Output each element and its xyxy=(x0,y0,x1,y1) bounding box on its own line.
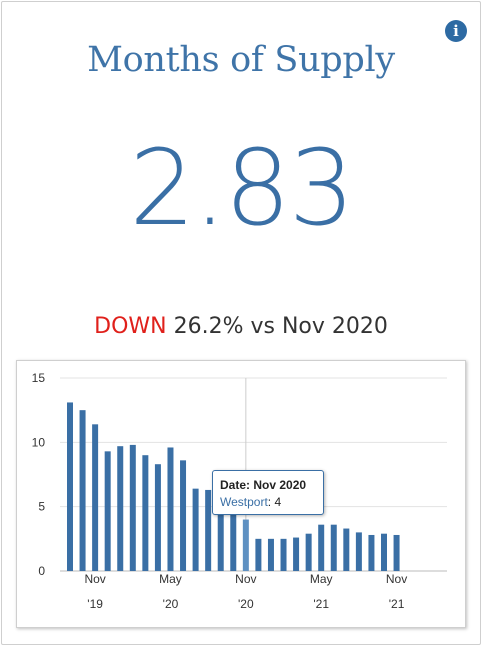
tooltip-row: Westport: 4 xyxy=(220,495,282,509)
bar[interactable] xyxy=(381,533,387,571)
change-direction: DOWN xyxy=(94,314,167,339)
x-tick-label-year: '21 xyxy=(313,597,329,611)
bar[interactable] xyxy=(192,488,199,571)
x-tick-label-month: Nov xyxy=(84,572,105,586)
bar[interactable] xyxy=(67,402,73,571)
bar[interactable] xyxy=(305,533,312,571)
bar[interactable] xyxy=(280,538,287,571)
x-tick-label-month: Nov xyxy=(386,572,407,586)
bar[interactable] xyxy=(343,528,350,571)
bar[interactable] xyxy=(242,519,249,571)
bar[interactable] xyxy=(104,451,111,571)
tooltip-series-name: Westport xyxy=(220,495,268,509)
change-summary: DOWN 26.2% vs Nov 2020 xyxy=(2,314,480,339)
y-tick-label: 0 xyxy=(38,564,45,578)
bar[interactable] xyxy=(142,455,149,571)
tooltip-date: Date: Nov 2020 xyxy=(220,478,307,492)
bar[interactable] xyxy=(255,538,262,571)
bar[interactable] xyxy=(154,464,161,571)
bar[interactable] xyxy=(217,496,224,571)
bar[interactable] xyxy=(393,534,400,571)
bar[interactable] xyxy=(92,424,99,571)
bar[interactable] xyxy=(293,537,300,571)
bar[interactable] xyxy=(180,460,187,571)
x-tick-label-month: May xyxy=(159,572,182,586)
bar[interactable] xyxy=(368,534,375,571)
bar[interactable] xyxy=(330,524,337,571)
y-tick-label: 15 xyxy=(32,371,46,385)
bar[interactable] xyxy=(355,532,362,571)
y-tick-label: 5 xyxy=(38,500,45,514)
metric-value: 2.83 xyxy=(129,127,355,249)
bar[interactable] xyxy=(129,444,136,571)
bar[interactable] xyxy=(318,524,325,571)
bar[interactable] xyxy=(79,410,86,571)
bar[interactable] xyxy=(230,511,237,571)
bar[interactable] xyxy=(205,489,212,571)
bar[interactable] xyxy=(167,447,174,571)
x-tick-label-year: '20 xyxy=(163,597,179,611)
chart-tooltip: Date: Nov 2020 Westport: 4 xyxy=(212,470,324,515)
bar[interactable] xyxy=(117,446,124,571)
x-tick-label-month: Nov xyxy=(235,572,256,586)
x-tick-label-year: '21 xyxy=(389,597,405,611)
x-tick-label-month: May xyxy=(310,572,333,586)
change-text: 26.2% vs Nov 2020 xyxy=(173,314,388,339)
x-tick-label-year: '19 xyxy=(87,597,103,611)
info-icon[interactable]: i xyxy=(445,20,467,42)
bar[interactable] xyxy=(267,538,274,571)
tooltip-value: 4 xyxy=(274,495,282,509)
y-tick-label: 10 xyxy=(32,435,46,449)
card-title: Months of Supply xyxy=(87,40,395,80)
x-tick-label-year: '20 xyxy=(238,597,254,611)
